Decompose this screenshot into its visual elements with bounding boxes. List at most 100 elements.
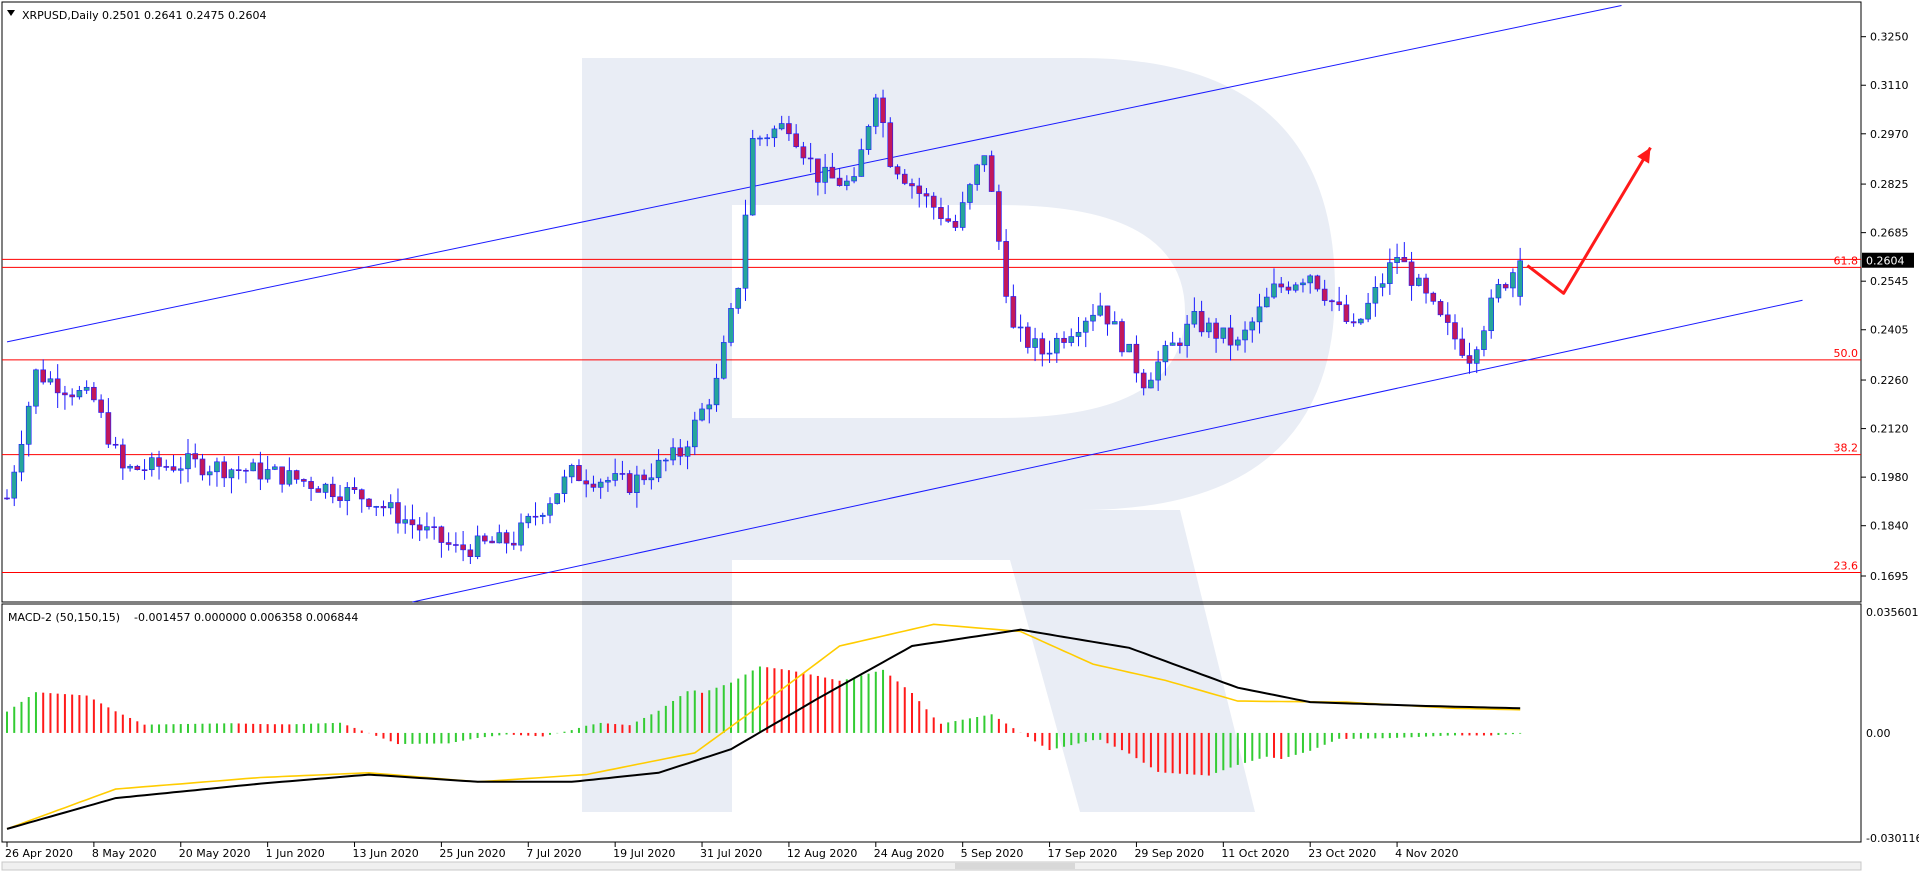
candle [648,463,655,490]
candle [887,117,894,168]
candle-body [163,466,170,468]
fib-label-61-8: 61.8 [1834,254,1859,267]
candle-body [1191,311,1198,325]
macd-lines [6,623,1521,830]
candle-body [98,399,104,413]
candle-body [605,480,611,483]
candle [1227,314,1234,361]
candle [76,385,83,400]
candle-body [706,404,713,410]
candle-body [460,544,466,551]
candle [1459,327,1466,359]
candle [40,359,47,385]
channel-lower-line [412,299,1803,603]
candle [1097,292,1104,317]
candle-body [156,457,162,467]
candle-body [416,524,423,531]
candle-body [829,166,836,179]
candle [1329,299,1335,312]
candle-body [25,405,32,445]
candle [547,497,553,524]
candle [974,163,980,191]
collapse-triangle-icon[interactable] [7,10,15,16]
candle [1394,243,1400,274]
candle-body [1387,262,1393,284]
candle [127,464,133,472]
time-axis: 26 Apr 2020 8 May 2020 20 May 2020 1 Jun 20… [5,842,1459,860]
candle-body [351,487,358,491]
candle [199,453,206,481]
time-tick-label: 11 Oct 2020 [1221,847,1289,860]
candle [272,464,278,471]
price-tick-label: 0.1980 [1870,471,1909,484]
candle-body [938,207,944,219]
candle-body [1466,355,1473,364]
candle-body [1336,301,1342,306]
candle-body [1329,300,1335,303]
time-tick-label: 5 Sep 2020 [961,847,1024,860]
candle [757,135,763,146]
candle-body [91,386,97,401]
candle-body [503,532,510,544]
current-price-box [1862,252,1914,268]
candle-body [402,519,409,524]
candle [474,525,481,560]
candle [568,463,575,484]
candle [1075,316,1082,347]
time-tick-label: 8 May 2020 [92,847,157,860]
candle [192,443,199,468]
candle-body [149,457,155,471]
candle-body [1271,283,1277,298]
candle-body [1416,277,1422,286]
candle-body [1358,318,1364,324]
time-tick-label: 7 Jul 2020 [526,847,581,860]
candle-body [749,138,756,216]
candle-body [1068,336,1075,343]
candle-body [510,542,517,546]
candle [1285,281,1292,295]
candle [916,177,923,208]
watermark-logo-shape [582,58,1335,812]
candle [612,458,618,487]
candle [91,382,97,403]
candle [1082,317,1089,348]
candle [930,192,937,220]
candle [1387,248,1393,295]
macd-signal-line [6,623,1521,830]
candle-body [1481,330,1487,350]
time-tick-label: 19 Jul 2020 [613,847,675,860]
candle [1025,322,1031,354]
candle [706,398,713,424]
candle-body [1401,257,1408,263]
candle-body [1061,337,1067,343]
candle [62,385,68,410]
candle [663,457,669,472]
candle [54,364,61,409]
candle-body [112,443,119,446]
candle [83,380,90,394]
candle [525,513,532,529]
candle [395,488,401,534]
candle-body [40,369,47,383]
time-tick-label: 26 Apr 2020 [5,847,73,860]
fib-label-50-0: 50.0 [1834,347,1859,360]
candle [699,402,705,422]
candle-body [1423,277,1429,294]
candle-body [1307,275,1313,284]
horizontal-scrollbar[interactable] [1,861,1862,871]
candle [786,115,792,141]
candle-body [474,535,481,558]
candle-body [836,177,843,186]
price-tick-label: 0.1840 [1870,520,1909,533]
candle-body [409,519,416,526]
candle-body [887,122,894,167]
candle-body [1517,260,1523,297]
candle-body [1097,305,1104,316]
candle-body [894,166,901,175]
candle [1416,273,1422,287]
time-tick-label: 4 Nov 2020 [1395,847,1458,860]
candle [409,504,416,539]
scrollbar-thumb[interactable] [955,863,1075,869]
candle [1256,293,1263,334]
candle [18,430,25,482]
